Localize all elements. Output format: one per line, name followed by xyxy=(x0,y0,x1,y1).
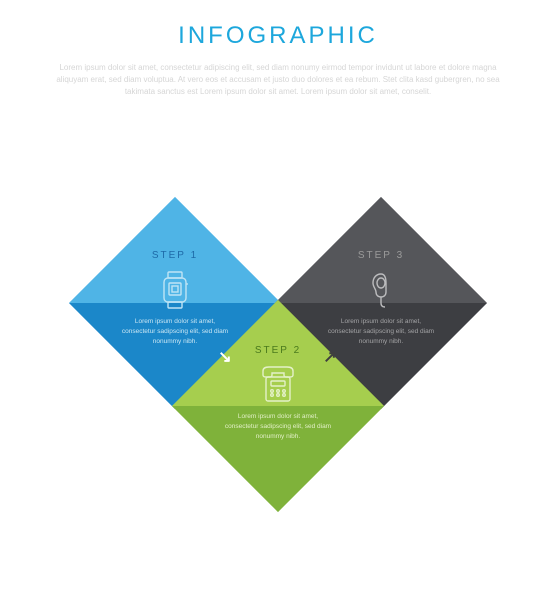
smartwatch-icon xyxy=(154,269,196,311)
arrow-down-right-icon: ↘ xyxy=(217,349,233,365)
earphone-icon xyxy=(360,269,402,311)
arrow-up-right-icon: ↗ xyxy=(322,349,338,365)
step-2-body: Lorem ipsum dolor sit amet, consectetur … xyxy=(203,412,353,441)
diamond-step-2: STEP 2 Lorem ipsum dolor sit amet, conse… xyxy=(172,300,384,512)
diagram-stage: STEP 1 Lorem ipsum dolor sit amet, conse… xyxy=(0,0,556,600)
step-2-label: STEP 2 xyxy=(255,345,301,356)
step-1-label: STEP 1 xyxy=(152,250,198,261)
step-3-label: STEP 3 xyxy=(358,250,404,261)
telephone-icon xyxy=(257,364,299,406)
